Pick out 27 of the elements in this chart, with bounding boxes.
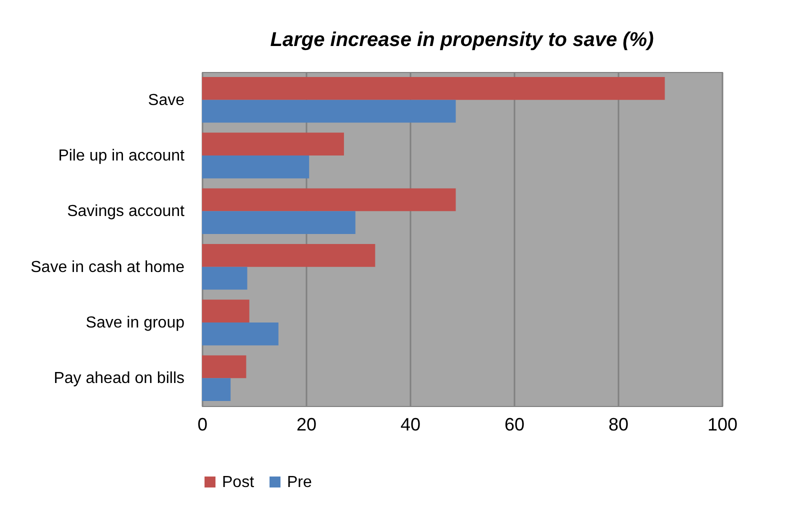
bar [202,266,248,290]
x-tick-label: 60 [504,414,525,434]
bar [202,355,246,378]
bar [202,211,356,234]
bar [202,77,665,100]
legend-label: Post [222,474,255,491]
bar [202,322,278,346]
y-tick-label: Save in group [86,314,185,332]
legend-label: Pre [287,474,312,491]
y-tick-label: Save [148,92,185,109]
y-tick-label: Pile up in account [58,148,186,164]
bar [202,188,456,212]
bar [202,378,231,401]
chart-title: Large increase in propensity to save (%) [270,29,654,51]
x-tick-label: 20 [296,414,317,434]
bar [202,100,456,123]
x-tick-label: 0 [197,414,208,434]
x-tick-label: 80 [608,414,629,434]
bar [202,156,310,178]
y-tick-label: Savings account [67,203,186,220]
bar [202,300,250,322]
y-tick-label: Save in cash at home [30,258,185,276]
bar [202,244,376,267]
x-tick-label: 100 [707,414,738,434]
bar [202,132,344,156]
x-tick-label: 40 [400,414,421,434]
y-tick-label: Pay ahead on bills [54,370,184,388]
